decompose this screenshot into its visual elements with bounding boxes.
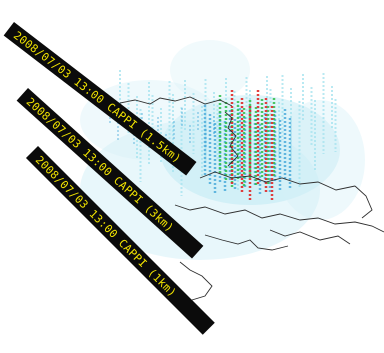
coastline [174, 204, 384, 233]
map-coastline [119, 96, 384, 309]
coastline [204, 234, 289, 251]
boundary-line [224, 111, 239, 167]
coastline [269, 229, 351, 245]
banner-plate [16, 88, 204, 259]
boundary-line [119, 96, 233, 107]
radar-echo-layer [80, 40, 365, 260]
echo-streaks [109, 70, 337, 201]
echo-haze [275, 100, 365, 220]
boundary-line [199, 171, 356, 191]
boundary-line [354, 185, 373, 219]
banner-plate [25, 146, 215, 335]
echo-haze [170, 40, 250, 100]
banner-plate [3, 22, 197, 176]
